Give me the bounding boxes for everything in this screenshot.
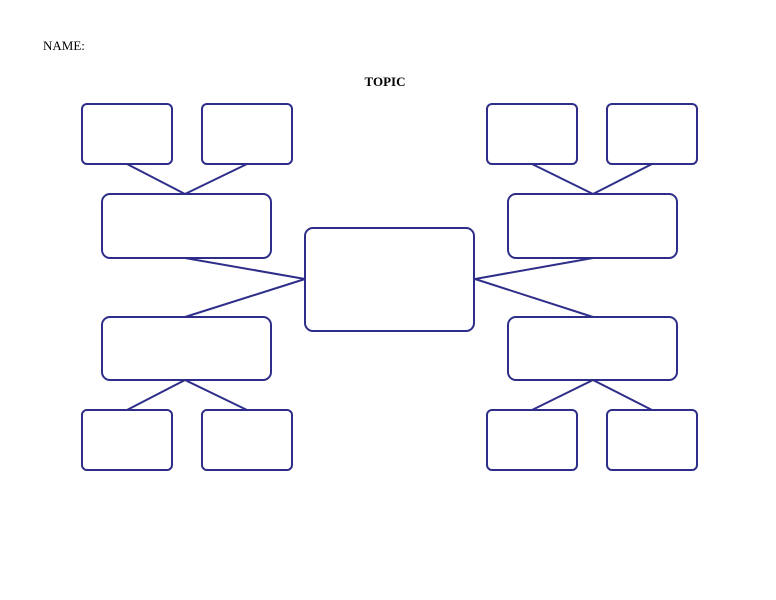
branch-box-left-upper bbox=[101, 193, 272, 259]
connector-left-upper-to-leaf-2 bbox=[184, 163, 248, 195]
box-group bbox=[81, 103, 698, 471]
connector-group bbox=[126, 163, 653, 411]
leaf-box-bottom-left-1 bbox=[81, 409, 173, 471]
leaf-box-top-left-2 bbox=[201, 103, 293, 165]
leaf-box-top-left-1 bbox=[81, 103, 173, 165]
connector-right-upper-to-leaf-1 bbox=[531, 163, 594, 195]
branch-box-right-upper bbox=[507, 193, 678, 259]
connector-left-lower-to-leaf-2 bbox=[184, 379, 248, 411]
branch-box-left-lower bbox=[101, 316, 272, 381]
connector-left-upper-to-leaf-1 bbox=[126, 163, 186, 195]
branch-box-right-lower bbox=[507, 316, 678, 381]
connector-center-to-left-upper bbox=[184, 257, 306, 280]
leaf-box-top-right-1 bbox=[486, 103, 578, 165]
leaf-box-bottom-right-1 bbox=[486, 409, 578, 471]
connector-right-lower-to-leaf-2 bbox=[592, 379, 653, 411]
connector-center-to-left-lower bbox=[184, 278, 306, 318]
leaf-box-top-right-2 bbox=[606, 103, 698, 165]
connector-left-lower-to-leaf-1 bbox=[126, 379, 186, 411]
connector-right-lower-to-leaf-1 bbox=[531, 379, 594, 411]
topic-title: TOPIC bbox=[364, 74, 406, 89]
connector-center-to-right-lower bbox=[474, 278, 594, 318]
leaf-box-bottom-left-2 bbox=[201, 409, 293, 471]
center-topic-box bbox=[304, 227, 475, 332]
connector-right-upper-to-leaf-2 bbox=[592, 163, 653, 195]
name-label: NAME: bbox=[43, 38, 85, 53]
leaf-box-bottom-right-2 bbox=[606, 409, 698, 471]
connector-center-to-right-upper bbox=[474, 257, 594, 280]
